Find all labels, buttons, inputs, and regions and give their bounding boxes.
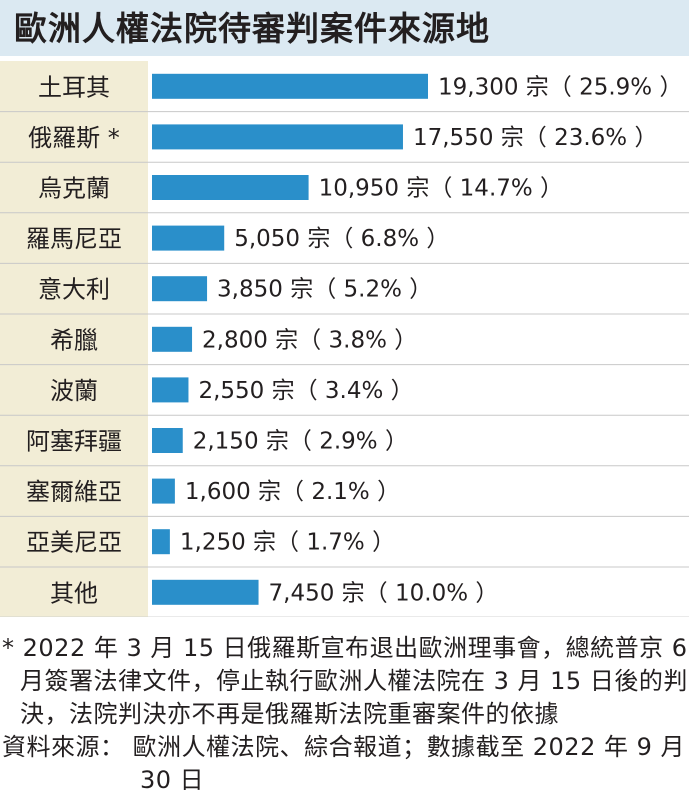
category-label: 塞爾維亞 [26, 478, 122, 506]
value-label: 1,600 宗（ 2.1% ） [185, 479, 400, 505]
bar [152, 377, 189, 403]
chart-title: 歐洲人權法院待審判案件來源地 [14, 9, 490, 48]
value-label: 2,550 宗（ 3.4% ） [198, 378, 413, 404]
value-label: 17,550 宗（ 23.6% ） [413, 125, 657, 151]
bar [152, 326, 193, 352]
footnote-note: * 2022 年 3 月 15 日俄羅斯宣布退出歐洲理事會，總統普京 6 月簽署… [2, 634, 688, 728]
bar [152, 124, 403, 150]
value-label: 2,800 宗（ 3.8% ） [202, 327, 417, 353]
title-bar: 歐洲人權法院待審判案件來源地 [0, 0, 689, 56]
bar [152, 225, 225, 251]
category-label: 土耳其 [38, 73, 110, 101]
category-label: 波蘭 [50, 377, 98, 405]
bar [152, 529, 170, 555]
value-label: 19,300 宗（ 25.9% ） [438, 74, 682, 100]
bar-chart: 土耳其 19,300 宗（ 25.9% ） 俄羅斯 * 17,550 宗（ 23.6%… [0, 61, 689, 617]
bar [152, 73, 428, 99]
bar [152, 175, 309, 200]
category-label: 烏克蘭 [38, 175, 110, 203]
bar [152, 579, 259, 605]
category-label: 亞美尼亞 [26, 529, 122, 557]
label-panel [0, 61, 148, 617]
bar [152, 276, 208, 302]
value-label: 1,250 宗（ 1.7% ） [180, 530, 395, 556]
category-label: 俄羅斯 * [28, 124, 120, 152]
bar [152, 428, 183, 453]
category-label: 其他 [50, 579, 98, 607]
category-label: 希臘 [50, 326, 98, 354]
footnote: * 2022 年 3 月 15 日俄羅斯宣布退出歐洲理事會，總統普京 6 月簽署… [2, 632, 688, 797]
value-label: 10,950 宗（ 14.7% ） [319, 176, 563, 202]
value-label: 5,050 宗（ 6.8% ） [234, 226, 449, 252]
value-label: 2,150 宗（ 2.9% ） [193, 429, 408, 455]
value-label: 3,850 宗（ 5.2% ） [217, 277, 432, 303]
category-label: 羅馬尼亞 [26, 225, 122, 253]
category-label: 意大利 [38, 276, 110, 304]
value-label: 7,450 宗（ 10.0% ） [269, 580, 499, 606]
bar [152, 478, 175, 504]
category-label: 阿塞拜疆 [26, 428, 122, 456]
footnote-source: 資料來源： 歐洲人權法院、綜合報道；數據截至 2022 年 9 月 30 日 [2, 733, 685, 794]
